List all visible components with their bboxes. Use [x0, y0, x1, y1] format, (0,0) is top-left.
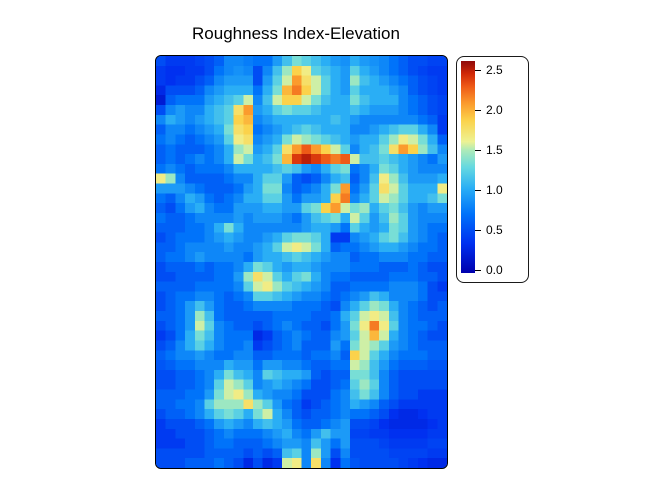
colorbar-gradient	[461, 61, 475, 273]
colorbar-tick	[475, 149, 481, 151]
chart-title: Roughness Index-Elevation	[192, 24, 400, 43]
heatmap-raster	[156, 56, 447, 468]
colorbar-tick	[475, 229, 481, 231]
colorbar: 2.5 2.0 1.5 1.0 0.5 0.0	[456, 56, 529, 283]
heatmap-panel	[155, 55, 448, 469]
colorbar-tick-label: 0.5	[486, 223, 503, 237]
colorbar-tick-label: 1.0	[486, 183, 503, 197]
colorbar-tick	[475, 269, 481, 271]
colorbar-tick-label: 2.0	[486, 103, 503, 117]
colorbar-tick-label: 0.0	[486, 263, 503, 277]
colorbar-tick-label: 1.5	[486, 143, 503, 157]
colorbar-tick	[475, 69, 481, 71]
colorbar-tick-label: 2.5	[486, 63, 503, 77]
colorbar-tick	[475, 109, 481, 111]
colorbar-tick	[475, 189, 481, 191]
